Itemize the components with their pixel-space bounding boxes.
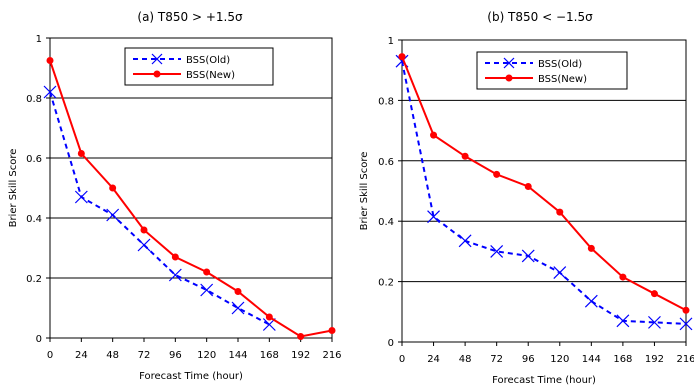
- x-tick-label: 24: [75, 350, 88, 361]
- data-point-new: [46, 57, 54, 64]
- y-tick-label: 0.2: [378, 278, 394, 289]
- chart-title: (b) T850 < −1.5σ: [487, 10, 593, 24]
- y-tick-label: 0: [388, 338, 394, 349]
- data-point-new: [682, 306, 690, 314]
- legend-label: BSS(Old): [538, 59, 582, 70]
- data-point-old: [137, 238, 151, 252]
- x-tick-label: 168: [613, 354, 632, 365]
- y-axis-label: Brier Skill Score: [8, 149, 19, 228]
- data-point-old: [74, 190, 88, 204]
- data-point-new: [619, 273, 627, 281]
- data-point-old: [231, 301, 245, 315]
- data-point-new: [493, 170, 501, 178]
- data-point-new: [587, 244, 595, 252]
- plot-frame: [49, 37, 333, 339]
- x-axis-label: Forecast Time (hour): [492, 375, 596, 386]
- y-tick-label: 0.2: [26, 274, 42, 285]
- legend-box: [476, 51, 628, 90]
- chart-title: (a) T850 > +1.5σ: [137, 10, 243, 24]
- legend-marker-x: [151, 53, 163, 65]
- data-point-old: [616, 314, 630, 328]
- data-point-new: [524, 182, 532, 190]
- legend: BSS(Old) BSS(New): [476, 51, 628, 90]
- x-tick-label: 120: [550, 354, 569, 365]
- data-point-new: [461, 152, 469, 160]
- data-point-old: [553, 266, 567, 279]
- data-point-new: [297, 333, 305, 340]
- data-point-old: [679, 317, 693, 331]
- x-axis-label: Forecast Time (hour): [139, 371, 243, 382]
- y-tick-label: 1: [36, 34, 42, 45]
- series-line-bss-old-: [401, 60, 687, 325]
- x-tick-label: 120: [197, 350, 216, 361]
- data-point-new: [265, 313, 273, 321]
- x-tick-label: 96: [522, 354, 535, 365]
- x-tick-label: 48: [459, 354, 472, 365]
- data-point-new: [430, 131, 438, 139]
- plot-frame: [401, 39, 687, 343]
- series-line-bss-old-: [49, 91, 270, 326]
- legend-label: BSS(Old): [186, 55, 230, 66]
- legend: BSS(Old) BSS(New): [124, 47, 274, 86]
- series-line-bss-new-: [401, 56, 687, 312]
- data-point-old: [584, 294, 598, 308]
- x-tick-label: 96: [169, 350, 182, 361]
- y-tick-label: 0: [36, 334, 42, 345]
- x-tick-label: 144: [582, 354, 601, 365]
- x-tick-label: 192: [645, 354, 664, 365]
- data-point-old: [490, 244, 504, 258]
- x-tick-label: 0: [47, 350, 53, 361]
- data-point-new: [398, 53, 406, 61]
- data-point-old: [168, 268, 182, 282]
- x-tick-label: 24: [427, 354, 440, 365]
- data-point-old: [43, 85, 57, 99]
- data-point-old: [521, 249, 535, 263]
- data-point-new: [234, 288, 242, 295]
- x-tick-label: 192: [291, 350, 310, 361]
- data-point-new: [140, 226, 148, 234]
- y-axis-label: Brier Skill Score: [359, 152, 370, 231]
- x-tick-label: 168: [260, 350, 279, 361]
- legend-marker-x: [503, 57, 515, 69]
- data-point-new: [556, 208, 564, 216]
- data-point-old: [648, 315, 661, 329]
- y-tick-label: 0.4: [26, 214, 42, 225]
- x-tick-label: 48: [106, 350, 119, 361]
- x-tick-label: 144: [228, 350, 247, 361]
- x-tick-label: 216: [676, 354, 694, 365]
- data-point-new: [328, 327, 336, 334]
- y-tick-label: 0.6: [378, 157, 394, 168]
- chart-panel-b: 0 0.2 0.4 0.6 0.8 1 0 24 48 72 96 120 144 168 192 216 (b…: [359, 10, 694, 386]
- y-tick-label: 0.8: [378, 96, 394, 107]
- data-point-new: [109, 184, 117, 192]
- data-point-old: [106, 208, 120, 222]
- legend-label: BSS(New): [186, 70, 235, 81]
- y-tick-label: 0.8: [26, 94, 42, 105]
- data-point-old: [458, 234, 472, 248]
- x-tick-label: 216: [322, 350, 341, 361]
- y-tick-label: 1: [388, 36, 394, 47]
- y-tick-label: 0.4: [378, 217, 394, 228]
- data-point-new: [171, 253, 179, 261]
- legend-marker-circle: [505, 74, 513, 82]
- data-point-new: [203, 268, 211, 276]
- data-point-old: [200, 283, 214, 297]
- y-tick-label: 0.6: [26, 154, 42, 165]
- data-point-new: [77, 150, 85, 157]
- data-point-old: [427, 210, 440, 224]
- x-tick-label: 72: [490, 354, 503, 365]
- series-line-bss-new-: [49, 60, 333, 338]
- x-tick-label: 0: [399, 354, 405, 365]
- legend-label: BSS(New): [538, 74, 587, 85]
- x-tick-label: 72: [138, 350, 151, 361]
- chart-panel-a: 0 0.2 0.4 0.6 0.8 1 0 24 48 72 96 120 144 168 192 216 (a…: [8, 10, 342, 382]
- legend-box: [124, 47, 274, 86]
- data-point-new: [650, 290, 658, 298]
- legend-marker-circle: [153, 70, 161, 78]
